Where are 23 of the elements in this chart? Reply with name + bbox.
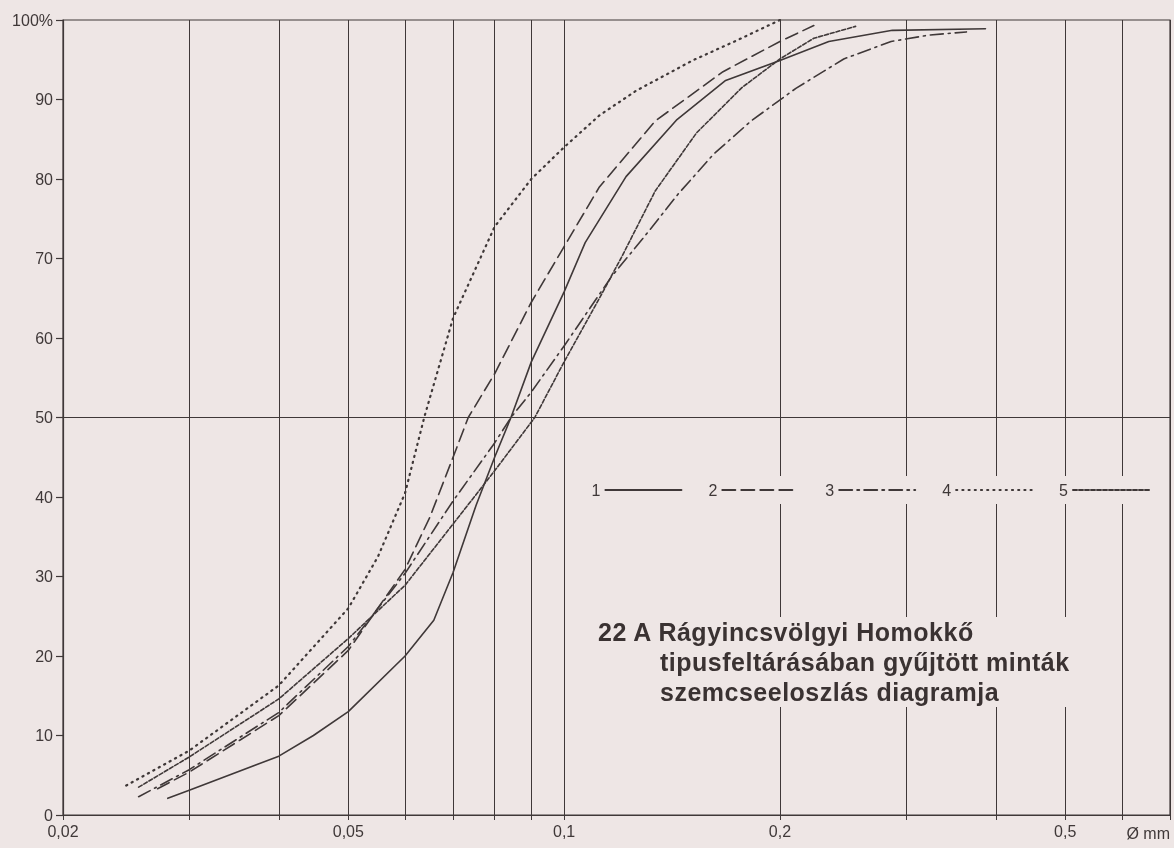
- x-tick-label: 0,02: [47, 822, 79, 840]
- x-tick-label: 0,2: [768, 822, 792, 840]
- x-tick-label: 0,05: [332, 822, 364, 840]
- legend-label: 5: [1059, 481, 1069, 499]
- y-tick-label: 60: [35, 329, 54, 347]
- y-tick-label: 30: [35, 568, 54, 585]
- y-tick-label: 90: [35, 91, 54, 108]
- y-tick-label: 100%: [12, 11, 53, 29]
- y-tick-label: 10: [35, 727, 54, 744]
- x-axis-title: Ø mm: [1126, 824, 1170, 842]
- y-tick-label: 20: [35, 647, 54, 665]
- y-tick-label: 50: [35, 409, 54, 426]
- legend-label: 3: [825, 481, 835, 499]
- legend-label: 2: [708, 481, 718, 499]
- x-tick-label: 0,5: [1054, 822, 1077, 840]
- y-tick-label: 70: [35, 250, 54, 267]
- legend-label: 1: [591, 481, 601, 499]
- y-tick-label: 0: [44, 806, 54, 824]
- y-tick-label: 80: [35, 170, 54, 188]
- legend-label: 4: [942, 481, 952, 499]
- x-tick-label: 0,1: [552, 822, 576, 840]
- text: 22 A Rágyincsvölgyi Homokkő tipusfeltárásában gyűjtött minták szemcseeloszlás diagramja: [598, 617, 1103, 707]
- y-tick-label: 40: [35, 488, 54, 506]
